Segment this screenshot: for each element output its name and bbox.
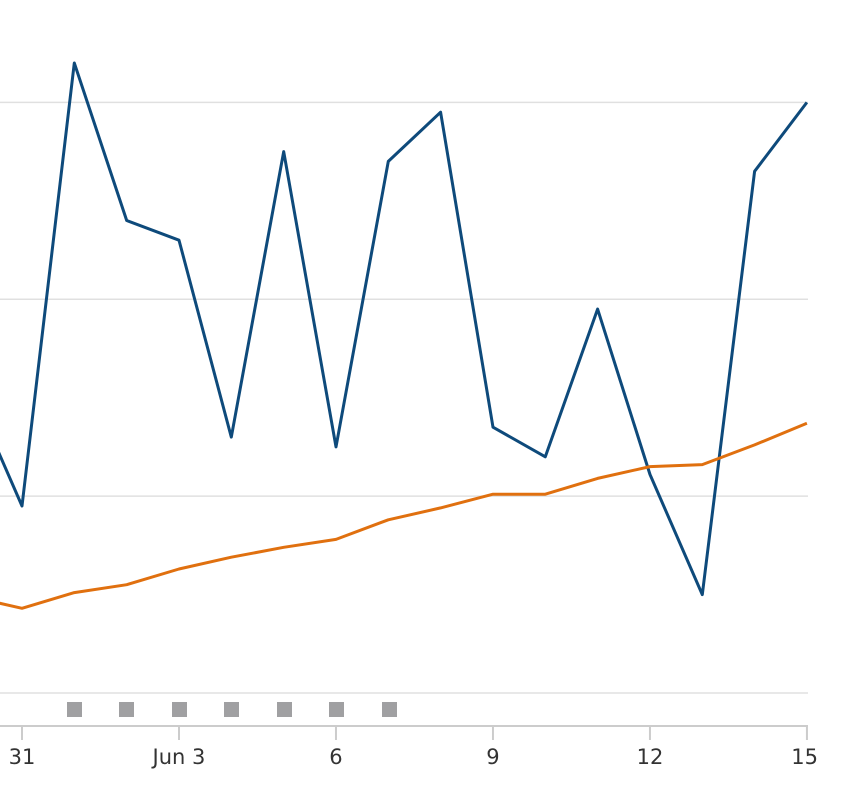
event-marker <box>329 702 344 717</box>
x-tick-label: 31 <box>9 745 36 769</box>
event-markers <box>67 702 397 717</box>
event-marker <box>224 702 239 717</box>
series-line <box>0 421 808 610</box>
x-tick-label: 15 <box>791 745 818 769</box>
x-tick-label: 12 <box>637 745 664 769</box>
event-marker <box>172 702 187 717</box>
x-tick-label: 9 <box>486 745 499 769</box>
event-marker <box>277 702 292 717</box>
event-marker <box>119 702 134 717</box>
plot-area <box>0 61 808 610</box>
series-line <box>0 61 808 597</box>
event-marker <box>382 702 397 717</box>
x-tick-label: Jun 3 <box>151 745 206 769</box>
x-tick-label: 6 <box>329 745 342 769</box>
event-marker <box>67 702 82 717</box>
